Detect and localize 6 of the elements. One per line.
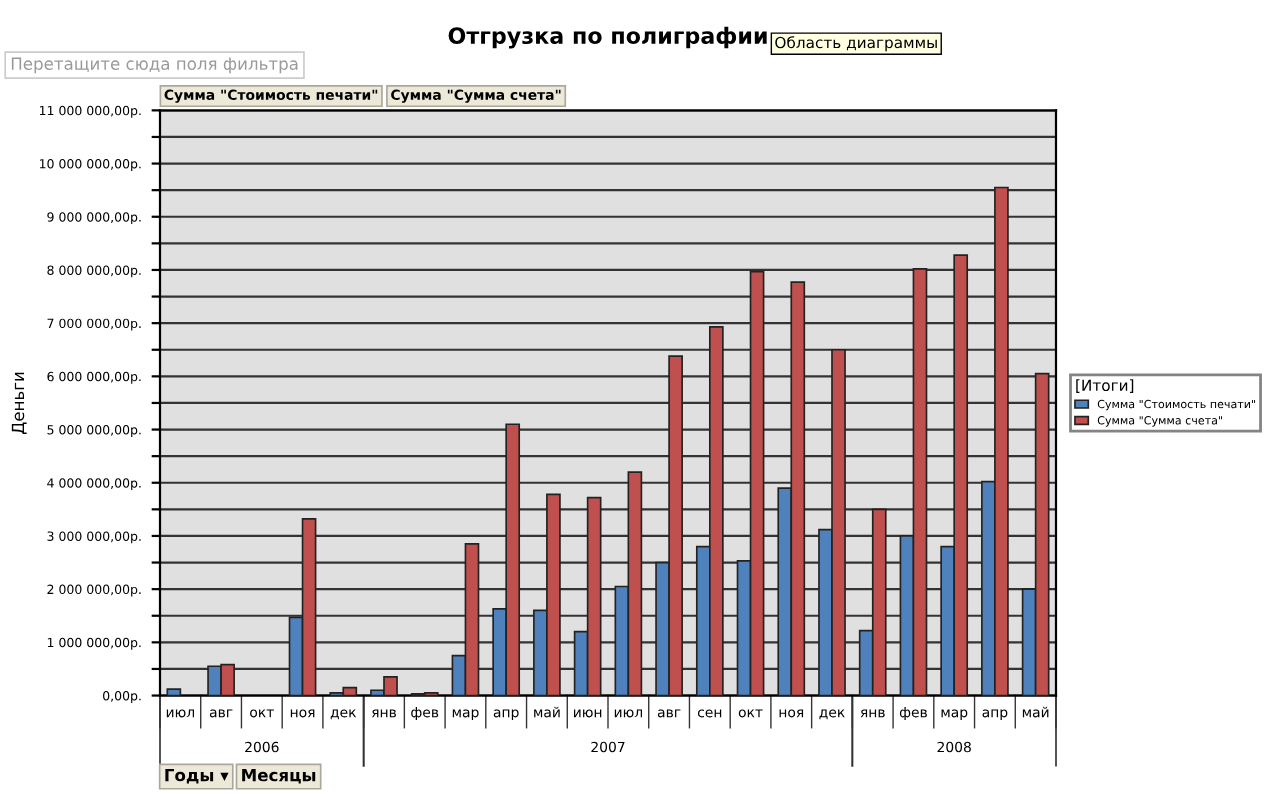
- text: Годы ▾: [165, 768, 229, 784]
- text: Перетащите сюда поля фильтра: [11, 57, 298, 74]
- chart-title: Отгрузка по полиграфии: [448, 26, 767, 49]
- y-axis-title: Деньги: [11, 372, 27, 434]
- text: Месяцы: [242, 768, 316, 784]
- bar: [166, 688, 182, 696]
